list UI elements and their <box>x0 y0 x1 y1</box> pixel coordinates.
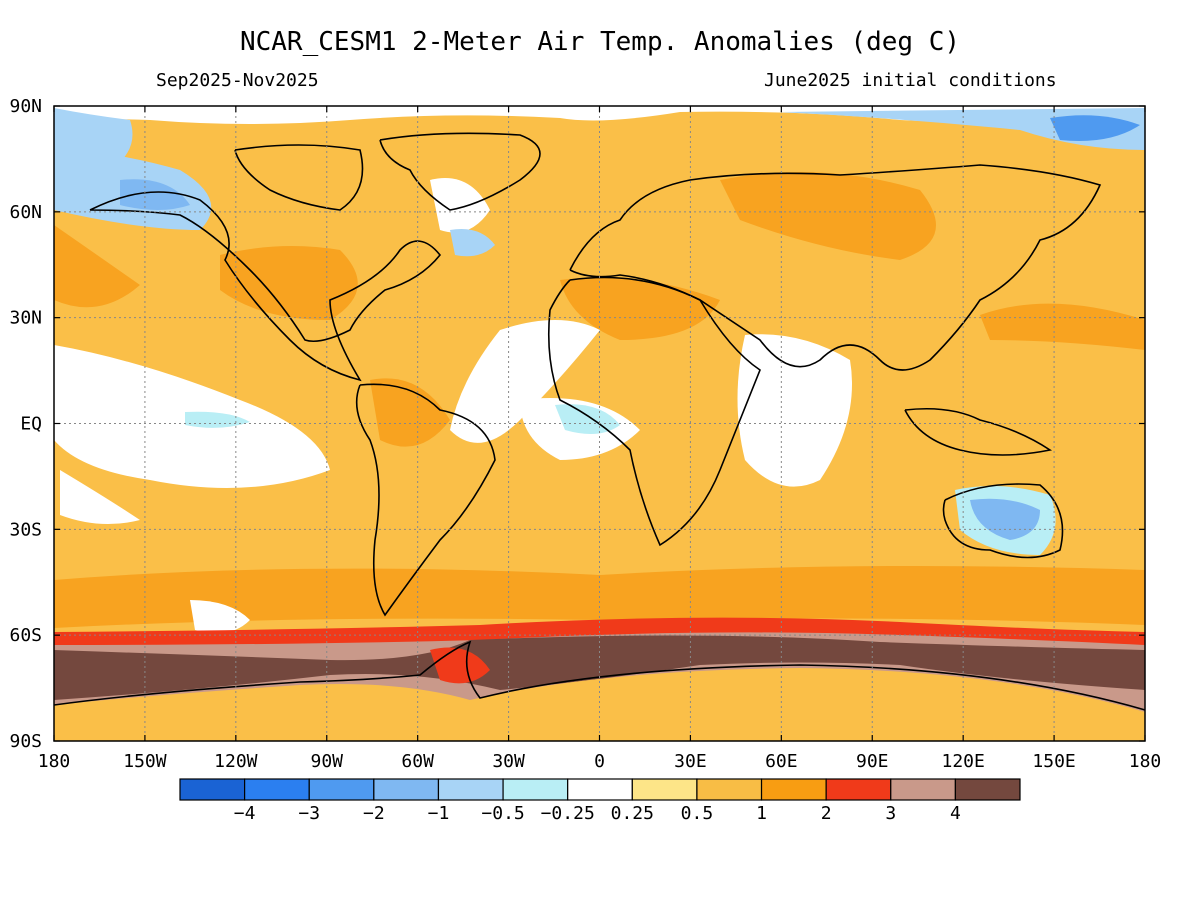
atlantic-cool-patch <box>450 229 495 257</box>
longitude-label: 150E <box>1032 751 1075 772</box>
latitude-label: 30N <box>9 308 42 329</box>
colorbar-swatch <box>437 778 504 801</box>
axis-ticks <box>53 105 1146 742</box>
longitude-labels: 180 150W 120W 90W 60W 30W 0 30E 60E 90E 120E 150E 18… <box>38 751 1162 772</box>
longitude-label: 0 <box>594 751 605 772</box>
colorbar-swatch <box>308 778 375 801</box>
colorbar-label: 3 <box>885 803 896 824</box>
map-title: NCAR_CESM1 2-Meter Air Temp. Anomalies (… <box>239 27 961 57</box>
colorbar-swatch <box>760 778 827 801</box>
colorbar-label: −0.25 <box>541 803 595 824</box>
greenland-outline <box>379 132 541 211</box>
colorbar: −4 −3 −2 −1 −0.5 −0.25 0.25 0.5 1 2 3 4 <box>179 778 1021 824</box>
anomaly-patch-1-2 <box>720 172 936 260</box>
eurasia-outline <box>569 164 1102 371</box>
colorbar-label: 0.25 <box>611 803 654 824</box>
latitude-label: EQ <box>20 414 42 435</box>
latitude-label: 60N <box>9 202 42 223</box>
colorbar-swatch <box>890 778 956 801</box>
anomaly-neutral-region <box>737 334 852 487</box>
longitude-label: 30E <box>674 751 707 772</box>
colorbar-label: −3 <box>298 803 320 824</box>
arctic-cool-core <box>1050 115 1140 141</box>
maritime-continent-outline <box>904 407 1053 456</box>
graticule <box>54 106 1145 741</box>
colorbar-label: −4 <box>234 803 256 824</box>
latitude-labels: 90N 60N 30N EQ 30S 60S 90S <box>9 96 42 752</box>
colorbar-swatch <box>373 778 440 801</box>
longitude-label: 60E <box>765 751 798 772</box>
colorbar-swatch <box>567 778 633 801</box>
longitude-label: 30W <box>492 751 525 772</box>
latitude-label: 60S <box>9 625 42 646</box>
australia-outline <box>942 483 1064 559</box>
anomaly-patch-1-2 <box>980 303 1145 350</box>
anomaly-neutral-region <box>60 470 140 524</box>
africa-outline <box>548 276 761 547</box>
antarctica-outline <box>54 640 1145 711</box>
longitude-label: 120W <box>214 751 258 772</box>
colorbar-label: 1 <box>756 803 767 824</box>
latitude-label: 90N <box>9 96 42 117</box>
latitude-label: 30S <box>9 519 42 540</box>
longitude-label: 180 <box>38 751 71 772</box>
colorbar-swatch <box>502 778 569 801</box>
initial-conditions-subtitle: June2025 initial conditions <box>764 70 1057 91</box>
latitude-label: 90S <box>9 731 42 752</box>
colorbar-label: −0.5 <box>481 803 524 824</box>
coastlines <box>54 132 1145 711</box>
anomaly-neutral-region <box>190 600 250 634</box>
colorbar-swatch <box>179 778 246 801</box>
anomaly-neutral-region <box>450 320 600 443</box>
australia-cool-core <box>970 498 1040 540</box>
south-america-outline <box>355 383 496 617</box>
colorbar-swatch <box>631 778 698 801</box>
colorbar-swatch <box>244 778 310 801</box>
alaska-cool-core <box>120 179 190 210</box>
longitude-label: 90E <box>856 751 889 772</box>
anomaly-neutral-region <box>430 178 490 233</box>
longitude-label: 60W <box>401 751 434 772</box>
colorbar-label: 2 <box>821 803 832 824</box>
anomaly-patch-1-2 <box>54 225 140 308</box>
colorbar-swatch <box>825 778 892 801</box>
longitude-label: 180 <box>1129 751 1162 772</box>
colorbar-label: −1 <box>428 803 450 824</box>
pacific-cool-patch <box>185 411 250 428</box>
north-america-outline <box>89 191 442 382</box>
season-subtitle: Sep2025-Nov2025 <box>156 70 319 91</box>
anomaly-patch-1-2 <box>560 277 720 340</box>
canadian-arctic-outline <box>234 144 364 211</box>
colorbar-swatch <box>954 778 1021 801</box>
colorbar-label: 0.5 <box>681 803 714 824</box>
colorbar-label: −2 <box>363 803 385 824</box>
longitude-label: 90W <box>310 751 343 772</box>
colorbar-label: 4 <box>950 803 961 824</box>
colorbar-swatch <box>696 778 763 801</box>
longitude-label: 150W <box>123 751 167 772</box>
longitude-label: 120E <box>941 751 984 772</box>
anomaly-patch-1-2 <box>370 378 450 447</box>
